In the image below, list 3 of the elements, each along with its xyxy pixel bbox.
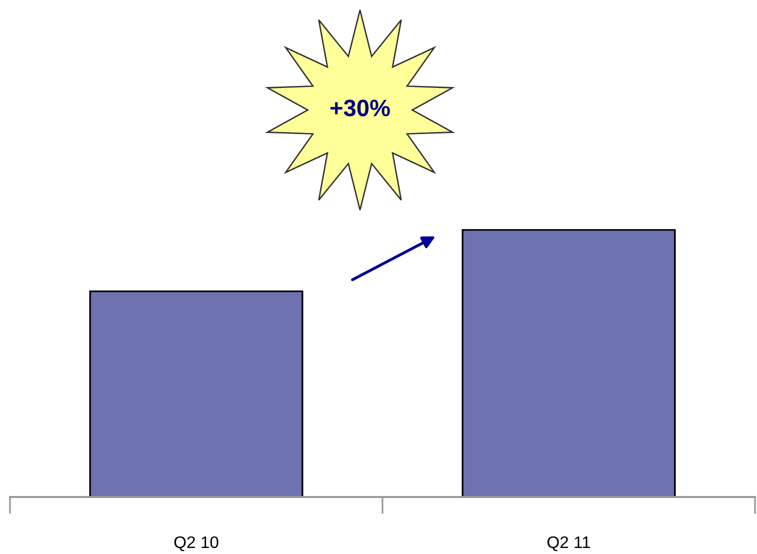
- text: +30%: [330, 100, 390, 116]
- x-tick-label: Q2 11: [547, 536, 590, 552]
- x-tick-label: Q2 10: [174, 536, 218, 552]
